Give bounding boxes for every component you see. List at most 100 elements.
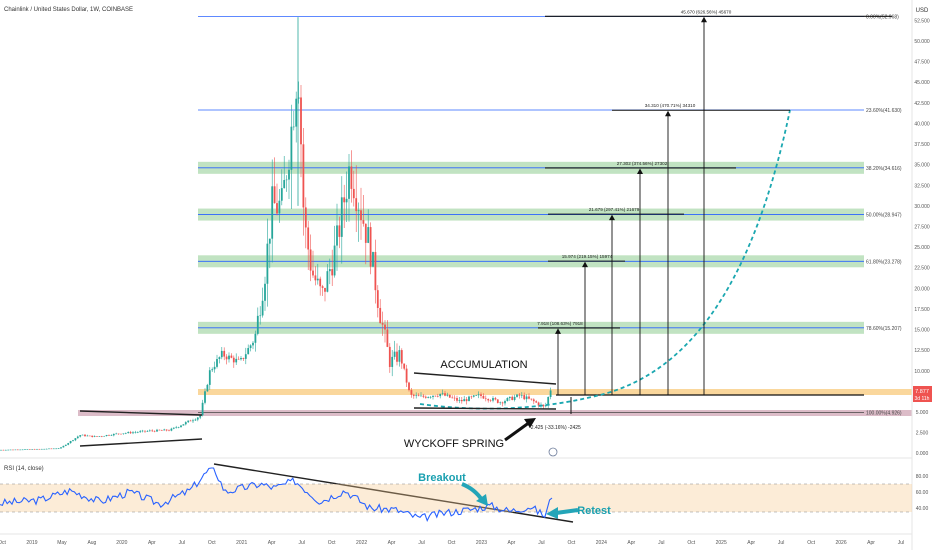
candle-body	[492, 398, 494, 401]
candle-body	[33, 449, 36, 450]
candle-body	[290, 126, 293, 170]
candle-body	[276, 203, 278, 214]
candle-body	[352, 188, 355, 199]
candle-body	[444, 393, 446, 396]
candle-body	[31, 449, 34, 450]
candle-body	[376, 290, 379, 308]
candle-body	[60, 447, 62, 449]
time-tick-label: Jul	[418, 540, 424, 546]
candle-body	[379, 307, 382, 324]
time-tick-label: 2024	[596, 540, 607, 546]
time-tick-label: 2022	[356, 540, 367, 546]
candle-body	[441, 393, 444, 394]
time-tick-label: Oct	[448, 540, 456, 546]
candle-body	[242, 357, 245, 359]
time-tick-label: Jul	[658, 540, 664, 546]
time-tick-label: Oct	[208, 540, 216, 546]
candle-body	[105, 435, 108, 437]
candle-body	[216, 359, 218, 367]
candle-body	[220, 350, 223, 358]
target-arrow-head-5	[701, 16, 707, 23]
drawings-layer	[79, 109, 791, 523]
candle-body	[225, 356, 228, 360]
candle-body	[28, 449, 31, 450]
rsi-axis[interactable]: 80.00 60.00 40.00	[916, 474, 929, 512]
candle-body	[4, 449, 7, 451]
time-tick-label: 2020	[116, 540, 127, 546]
candle-body	[237, 358, 240, 360]
candle-body	[64, 444, 67, 446]
candle-body	[408, 382, 410, 391]
candle-body	[213, 366, 216, 370]
candle-body	[55, 448, 58, 450]
candle-body	[268, 238, 271, 244]
candle-body	[76, 436, 79, 439]
candle-body	[511, 396, 514, 400]
candle-body	[525, 396, 528, 400]
candle-body	[314, 275, 317, 281]
candle-body	[48, 448, 50, 450]
candle-body	[386, 329, 389, 347]
candle-body	[158, 429, 161, 431]
candle-body	[112, 433, 115, 436]
candle-body	[316, 278, 319, 281]
candle-body	[136, 432, 139, 433]
candle-body	[192, 420, 194, 422]
candle-body	[163, 429, 166, 431]
candle-body	[288, 169, 290, 180]
candle-body	[127, 432, 130, 434]
candle-body	[528, 396, 530, 399]
candle-body	[453, 397, 456, 399]
candle-body	[412, 394, 415, 396]
candle-body	[132, 432, 134, 434]
time-axis[interactable]: Oct 2019 May Aug 2020 Apr Jul Oct 2021 Apr Jul Oct 2…	[0, 540, 904, 546]
candle-body	[448, 394, 451, 398]
candle-body	[336, 225, 338, 246]
candle-body	[422, 395, 425, 397]
price-tick-label: 32.500	[914, 183, 930, 189]
target-label-4: 34.310 (470.71%) 34310	[645, 103, 696, 108]
target-arrow-head-3	[637, 168, 643, 174]
candle-body	[67, 443, 70, 445]
rsi-line	[0, 467, 553, 523]
candle-body	[333, 245, 336, 276]
candle-body	[403, 363, 406, 369]
time-tick-label: Oct	[567, 540, 575, 546]
candle-body	[153, 430, 156, 432]
time-tick-label: Oct	[807, 540, 815, 546]
target-measures-layer: 7.918 (108.63%) 7918 15.974 (219.15%) 159…	[537, 9, 892, 395]
candle-body	[180, 425, 182, 427]
candle-body	[57, 448, 60, 450]
candle-body	[480, 394, 482, 396]
candle-body	[230, 355, 233, 358]
candle-body	[84, 434, 86, 437]
price-tick-label: 50.000	[914, 39, 930, 45]
last-price-value: 7.877	[915, 389, 929, 395]
rsi-title: RSI (14, close)	[4, 466, 44, 472]
resistance-zone	[78, 410, 912, 416]
retest-arrow-icon	[555, 508, 579, 515]
chart-event-icon[interactable]	[548, 447, 558, 457]
candle-body	[460, 399, 463, 402]
candle-body	[367, 227, 370, 243]
wyckoff-spring-label: WYCKOFF SPRING	[404, 438, 504, 450]
candle-body	[45, 448, 48, 450]
time-tick-label: Apr	[148, 540, 156, 546]
candle-body	[211, 369, 214, 371]
candle-body	[300, 97, 302, 145]
candle-body	[98, 436, 101, 437]
candle-body	[240, 357, 242, 360]
price-axis[interactable]: 52.500 50.000 47.500 45.000 42.500 40.000 37.5…	[914, 18, 930, 457]
fib-label-5: 78.60%(15.207)	[866, 326, 902, 332]
candle-body	[429, 396, 432, 398]
candle-body	[285, 179, 288, 181]
candle-body	[194, 419, 197, 421]
candle-body	[223, 350, 226, 357]
candle-body	[420, 395, 422, 397]
candle-body	[38, 449, 41, 450]
time-tick-label: Jul	[538, 540, 544, 546]
target-label-5: 45.670 (626.56%) 45670	[681, 9, 732, 14]
price-tick-label: 22.500	[914, 266, 930, 272]
